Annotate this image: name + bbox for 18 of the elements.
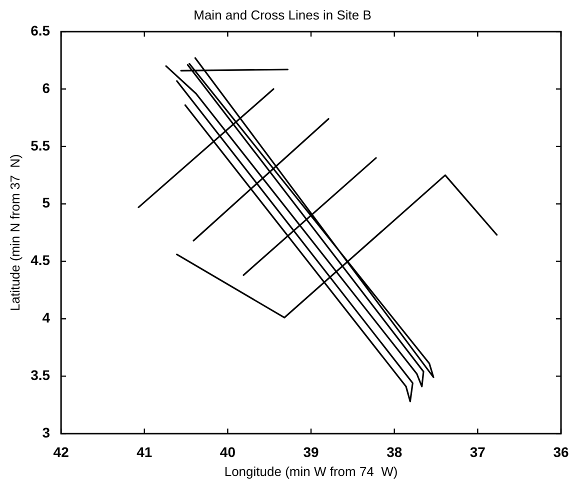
- x-axis-title: Longitude (min W from 74 W): [224, 464, 398, 479]
- y-tick-label: 3: [42, 424, 50, 440]
- x-tick-label: 38: [386, 444, 402, 460]
- y-axis-title: Latitude (min N from 37 N): [7, 154, 22, 311]
- x-tick-label: 42: [53, 444, 70, 460]
- y-tick-label: 6.5: [30, 22, 50, 38]
- x-tick-label: 36: [553, 444, 569, 460]
- y-tick-label: 4.5: [30, 252, 50, 268]
- chart-title: Main and Cross Lines in Site B: [194, 7, 372, 22]
- x-tick-label: 37: [470, 444, 486, 460]
- y-tick-label: 5.5: [30, 137, 50, 154]
- x-tick-label: 39: [303, 444, 320, 460]
- x-tick-label: 41: [136, 444, 152, 460]
- y-tick-label: 3.5: [30, 367, 50, 384]
- x-tick-label: 40: [220, 444, 236, 460]
- y-tick-label: 4: [42, 310, 50, 326]
- y-tick-label: 6: [42, 80, 50, 96]
- y-tick-label: 5: [42, 194, 50, 211]
